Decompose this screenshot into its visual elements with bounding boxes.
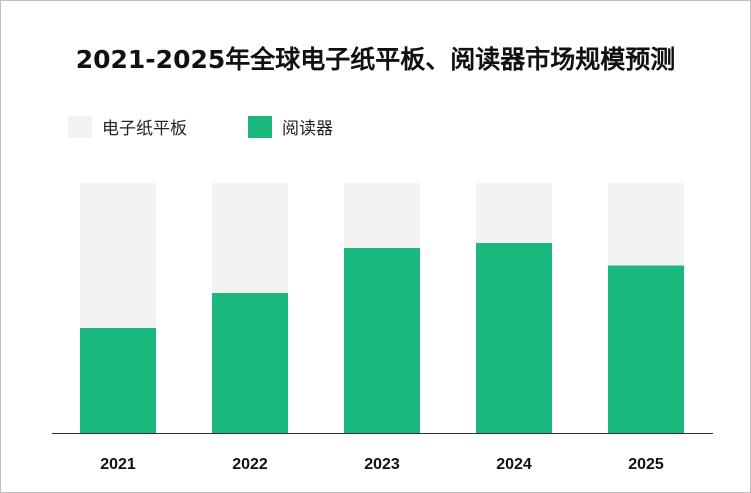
x-tick-label-2024: 2024 [496,456,532,473]
bar-tablet-2025 [608,183,684,266]
bar-tablet-2024 [476,183,552,243]
bar-tablet-2021 [80,183,156,328]
bar-reader-2023 [344,248,420,433]
bar-reader-2022 [212,293,288,433]
bar-reader-2021 [80,328,156,433]
x-tick-label-2023: 2023 [364,456,400,473]
bar-tablet-2022 [212,183,288,293]
x-tick-label-2025: 2025 [628,456,664,473]
bar-reader-2024 [476,243,552,433]
x-tick-label-2022: 2022 [232,456,268,473]
bar-reader-2025 [608,266,684,434]
x-tick-label-2021: 2021 [100,456,136,473]
bar-tablet-2023 [344,183,420,248]
